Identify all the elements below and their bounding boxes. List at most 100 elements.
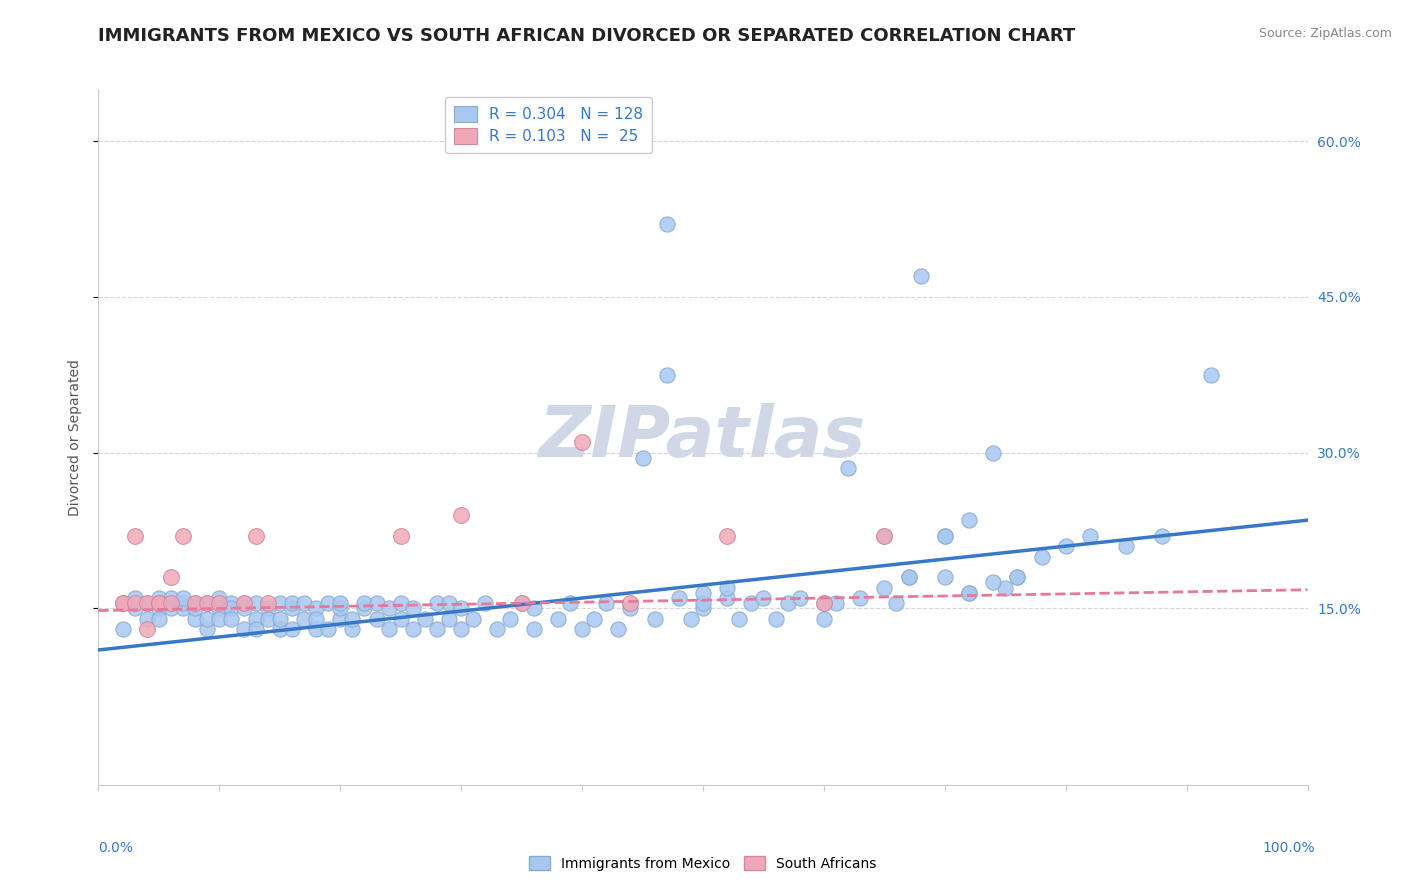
Point [523,622,546,636]
Point [184,596,207,610]
Point [281,596,304,610]
Point [934,529,956,543]
Point [837,461,859,475]
Point [124,596,146,610]
Point [595,596,617,610]
Point [366,596,388,610]
Point [292,612,315,626]
Point [292,596,315,610]
Point [195,596,218,610]
Point [1078,529,1101,543]
Text: IMMIGRANTS FROM MEXICO VS SOUTH AFRICAN DIVORCED OR SEPARATED CORRELATION CHART: IMMIGRANTS FROM MEXICO VS SOUTH AFRICAN … [98,27,1076,45]
Point [281,601,304,615]
Point [813,612,835,626]
Point [208,601,231,615]
Point [655,217,678,231]
Point [981,575,1004,590]
Point [1054,539,1077,553]
Point [124,591,146,605]
Point [426,622,449,636]
Point [148,612,170,626]
Point [245,612,267,626]
Point [1007,570,1029,584]
Point [208,591,231,605]
Point [619,601,641,615]
Point [886,596,908,610]
Text: ZIPatlas: ZIPatlas [540,402,866,472]
Point [571,622,593,636]
Point [377,622,399,636]
Point [450,508,472,522]
Point [692,596,714,610]
Point [813,596,835,610]
Point [1031,549,1053,564]
Text: Source: ZipAtlas.com: Source: ZipAtlas.com [1258,27,1392,40]
Point [740,596,762,610]
Point [389,596,412,610]
Point [256,601,278,615]
Point [160,596,183,610]
Point [402,622,425,636]
Point [426,596,449,610]
Point [957,513,980,527]
Point [256,612,278,626]
Point [245,596,267,610]
Point [849,591,872,605]
Point [776,596,799,610]
Point [269,612,291,626]
Point [474,596,496,610]
Point [789,591,811,605]
Point [668,591,690,605]
Point [148,596,170,610]
Point [498,612,520,626]
Point [195,622,218,636]
Point [269,622,291,636]
Point [692,601,714,615]
Point [644,612,666,626]
Point [160,570,183,584]
Point [124,529,146,543]
Point [765,612,787,626]
Point [221,596,243,610]
Point [1152,529,1174,543]
Point [437,612,460,626]
Point [752,591,775,605]
Point [135,596,157,610]
Point [232,596,254,610]
Point [160,591,183,605]
Point [172,596,194,610]
Point [825,596,848,610]
Point [716,529,738,543]
Point [305,622,328,636]
Point [269,596,291,610]
Point [342,622,364,636]
Point [994,581,1017,595]
Point [124,601,146,615]
Point [256,596,278,610]
Point [245,622,267,636]
Point [148,601,170,615]
Point [111,622,134,636]
Point [873,529,896,543]
Point [981,445,1004,459]
Point [679,612,702,626]
Point [510,596,533,610]
Point [111,596,134,610]
Point [135,596,157,610]
Point [631,450,654,465]
Point [232,622,254,636]
Point [160,596,183,610]
Point [510,596,533,610]
Point [221,601,243,615]
Point [148,591,170,605]
Point [160,601,183,615]
Point [184,596,207,610]
Point [195,596,218,610]
Point [111,596,134,610]
Legend: Immigrants from Mexico, South Africans: Immigrants from Mexico, South Africans [524,850,882,876]
Point [329,601,352,615]
Point [1199,368,1222,382]
Point [305,612,328,626]
Point [184,612,207,626]
Point [221,612,243,626]
